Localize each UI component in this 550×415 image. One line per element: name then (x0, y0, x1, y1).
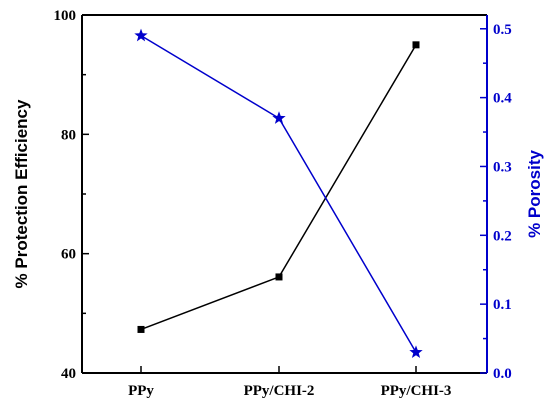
series-0-point-2 (412, 41, 420, 49)
series-line-1 (140, 35, 417, 353)
series-1-point-1 (272, 111, 286, 124)
left-tick-label-0: 40 (61, 366, 76, 382)
left-axis-title: % Protection Efficiency (12, 99, 31, 288)
right-tick-label-3: 0.3 (493, 159, 512, 175)
right-tick-label-0: 0.0 (493, 366, 512, 382)
left-tick-label-3: 100 (54, 8, 77, 24)
right-tick-label-1: 0.1 (493, 297, 512, 313)
series-1-point-0 (134, 28, 148, 42)
series-0-point-1 (275, 273, 283, 281)
left-tick-label-1: 60 (61, 247, 76, 263)
right-tick-label-4: 0.4 (493, 91, 512, 107)
series-1-point-2 (409, 345, 423, 359)
right-ticks: 0.0 0.1 0.2 0.3 0.4 0.5 (480, 22, 512, 382)
x-tick-label-1: PPy/CHI-2 (244, 383, 315, 399)
x-tick-label-0: PPy (128, 383, 154, 399)
x-ticks: PPy PPy/CHI-2 PPy/CHI-3 (128, 366, 451, 399)
right-tick-label-2: 0.2 (493, 228, 512, 244)
left-tick-label-2: 80 (61, 127, 76, 143)
series-line-0 (140, 44, 417, 331)
left-ticks: 40 60 80 100 (54, 8, 89, 382)
series-layer (134, 28, 423, 359)
right-axis-title: % Porosity (525, 150, 544, 238)
x-tick-label-2: PPy/CHI-3 (381, 383, 452, 399)
series-0-point-0 (137, 325, 145, 333)
right-tick-label-5: 0.5 (493, 22, 512, 38)
